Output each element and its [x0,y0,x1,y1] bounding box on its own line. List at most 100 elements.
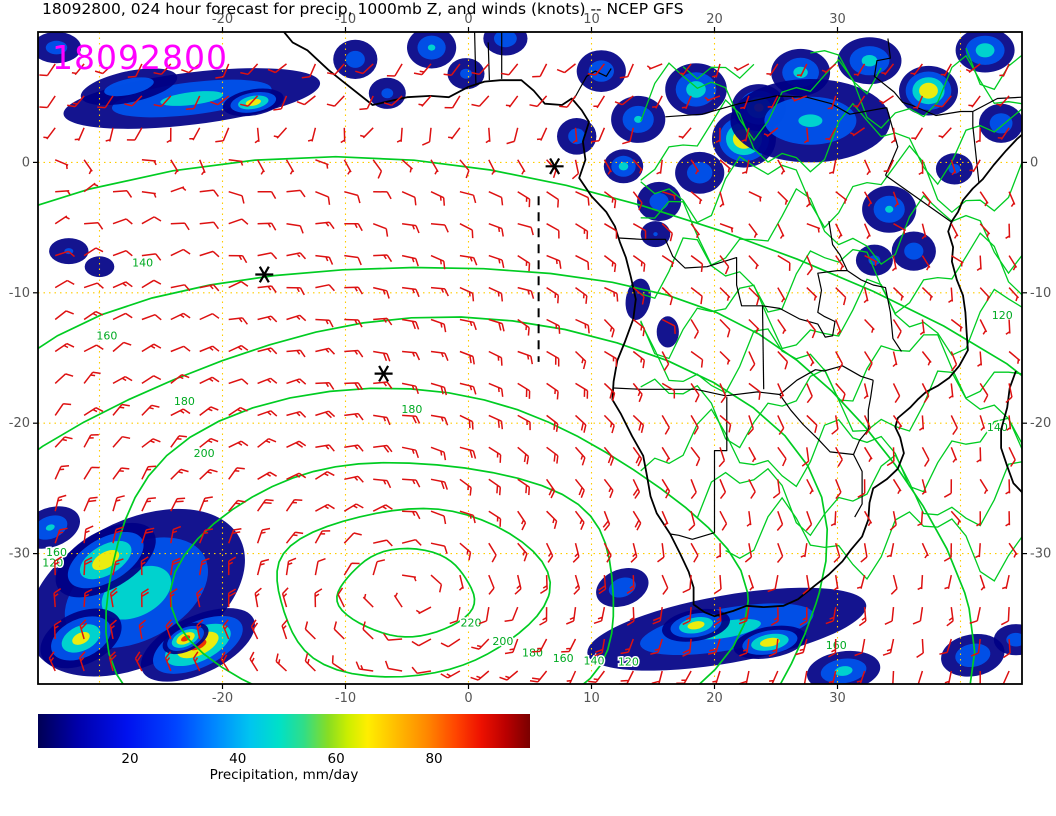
wind-barb [488,446,502,463]
wind-barb [83,496,98,512]
coast-layer [283,31,1026,618]
wind-barb [373,381,393,389]
height-contour [105,387,750,710]
wind-barb [719,414,732,433]
wind-barb [604,350,618,367]
wind-barb [54,527,68,544]
wind-barb [449,606,461,625]
wind-barb [413,63,432,76]
wind-barb [748,287,760,306]
wind-barb [1008,350,1021,364]
wind-barb [344,190,361,204]
wind-barb [835,223,843,239]
wind-barb [430,286,449,297]
wind-barb [719,191,725,208]
wind-barb [54,373,74,384]
wind-barb [661,510,669,527]
contour-label: 140 [584,654,605,667]
wind-barb [661,351,670,372]
wind-barb [690,254,704,272]
precip-cell [84,256,115,278]
precip-cell [885,205,894,213]
wind-barb [459,159,470,179]
wind-barb [459,223,474,239]
wind-barb [590,127,606,143]
wind-barb [54,556,62,576]
wind-barb [506,127,519,145]
contour-label: 160 [553,652,574,665]
wind-barb [882,638,895,656]
wind-barb [661,287,674,306]
wind-barb [170,222,190,231]
wind-barb [430,191,446,206]
precip-cell [1006,632,1026,647]
asterisk-marker [374,365,393,382]
wind-barb [430,510,447,525]
wind-barb [500,63,519,76]
wind-barb [968,95,981,108]
wind-barb [969,159,981,173]
wind-barb [359,95,374,111]
wind-barb [189,127,201,141]
wind-barb [199,406,219,416]
wind-barb [430,159,439,175]
wind-barb [821,63,837,74]
wind-barb [575,254,590,270]
wind-barb [622,127,635,145]
height-contour [276,507,552,678]
wind-barb [53,587,62,608]
wind-barb [546,510,558,529]
wind-barb [892,351,898,368]
wind-barb [632,446,643,467]
wind-barb [315,254,334,265]
precip-cell [460,68,472,79]
wind-barb [918,415,925,431]
wind-barb [805,191,811,208]
wind-barb [864,254,878,266]
precip-cell [72,631,90,645]
wind-barb [632,414,645,433]
wind-barb [1008,255,1018,271]
wind-barb [517,318,530,336]
wind-barb [603,318,615,338]
wind-barb [54,215,70,225]
wind-barb [362,593,374,608]
wind-barb [256,527,271,544]
wind-barb [883,159,895,173]
wind-barb [344,412,364,421]
wind-barb [969,606,981,625]
wind-barb [228,467,245,480]
wind-barb [975,543,981,559]
wind-barb [921,191,932,206]
wind-barb [344,318,363,328]
wind-barb [997,127,1010,140]
wind-barb [401,574,417,582]
wind-barb [719,222,734,233]
wind-barb [333,621,345,640]
wind-barb [574,478,585,498]
wind-barb [199,221,220,230]
wind-barb [315,159,329,169]
y-tick-label-left: -10 [9,286,30,301]
wind-barb [860,543,868,563]
wind-barb [84,221,104,230]
wind-barb [690,191,703,205]
wind-barb [575,286,588,304]
africa-coastline [283,31,1026,618]
wind-barb [373,286,390,299]
wind-barb [921,255,931,271]
colorbar-gradient [38,714,530,748]
terrain-contour [640,408,1024,493]
wind-barb [83,247,104,257]
wind-barb [257,190,277,199]
x-tick-label-bottom: -20 [212,691,233,706]
wind-barb [373,414,391,426]
wind-barb [863,223,871,240]
wind-barb [603,542,612,563]
wind-barb [892,319,902,339]
wind-barb [109,587,118,608]
precip-cell [834,666,853,676]
wind-barb [849,127,866,137]
wind-barb [134,651,143,672]
wind-barb [257,347,278,355]
